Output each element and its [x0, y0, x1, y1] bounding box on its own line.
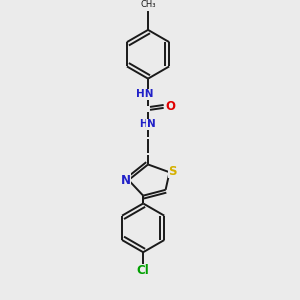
Text: CH₃: CH₃: [140, 0, 156, 9]
Text: N: N: [121, 174, 130, 187]
Text: HN: HN: [136, 89, 154, 99]
Text: N: N: [147, 119, 155, 130]
Text: O: O: [166, 100, 176, 113]
Text: Cl: Cl: [137, 264, 149, 277]
Text: H: H: [139, 119, 147, 130]
Text: S: S: [168, 165, 177, 178]
